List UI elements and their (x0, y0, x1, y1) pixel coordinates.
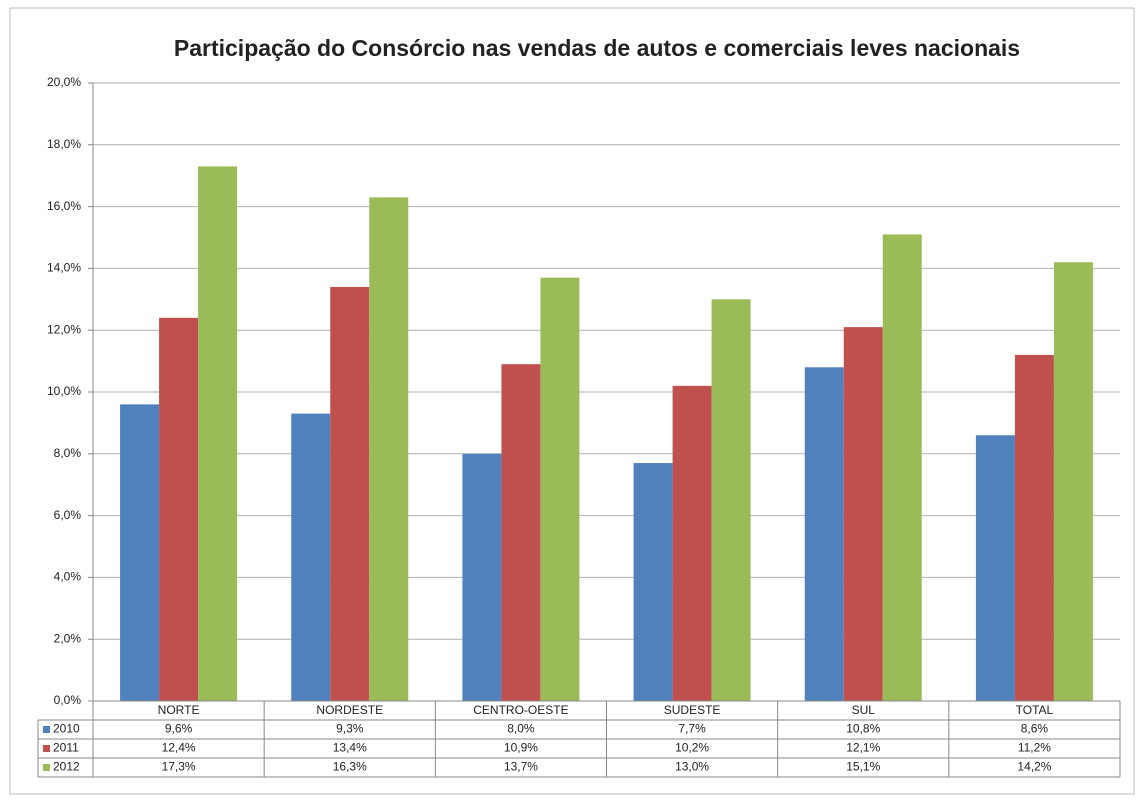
table-cell: 8,0% (507, 722, 535, 736)
y-tick-label: 14,0% (47, 261, 81, 275)
legend-label: 2012 (53, 760, 80, 774)
y-tick-label: 18,0% (47, 137, 81, 151)
table-cell: 12,4% (162, 741, 196, 755)
x-tick-label: SUL (852, 703, 876, 717)
legend-swatch (43, 726, 50, 733)
bar (501, 364, 541, 701)
table-cell: 9,6% (165, 722, 193, 736)
table-cell: 12,1% (846, 741, 880, 755)
table-cell: 7,7% (678, 722, 706, 736)
bar (159, 317, 199, 701)
bar (540, 277, 580, 701)
table-cell: 13,7% (504, 760, 538, 774)
bar (711, 299, 751, 701)
y-tick-label: 16,0% (47, 199, 81, 213)
bar (843, 327, 883, 701)
x-tick-label: NORDESTE (316, 703, 383, 717)
y-tick-label: 2,0% (54, 631, 82, 645)
bar (120, 404, 160, 701)
bar (1053, 262, 1093, 701)
legend-swatch (43, 764, 50, 771)
bar (369, 197, 409, 701)
bar (672, 385, 712, 701)
bar (291, 413, 331, 701)
table-cell: 10,9% (504, 741, 538, 755)
x-tick-label: NORTE (158, 703, 200, 717)
bar (882, 234, 922, 701)
chart-title: Participação do Consórcio nas vendas de … (174, 35, 1020, 61)
y-tick-label: 12,0% (47, 322, 81, 336)
table-cell: 13,0% (675, 760, 709, 774)
y-tick-label: 0,0% (54, 693, 82, 707)
table-cell: 10,8% (846, 722, 880, 736)
x-tick-label: SUDESTE (664, 703, 721, 717)
table-cell: 14,2% (1017, 760, 1051, 774)
table-cell: 11,2% (1018, 741, 1051, 755)
x-tick-label: TOTAL (1016, 703, 1054, 717)
bar (330, 286, 370, 701)
table-cell: 9,3% (336, 722, 364, 736)
table-cell: 17,3% (162, 760, 196, 774)
y-tick-label: 6,0% (54, 508, 82, 522)
table-cell: 16,3% (333, 760, 367, 774)
y-tick-label: 10,0% (47, 384, 81, 398)
table-cell: 15,1% (846, 760, 880, 774)
legend-label: 2010 (53, 722, 80, 736)
table-cell: 10,2% (675, 741, 709, 755)
bar (804, 367, 844, 701)
table-cell: 13,4% (333, 741, 367, 755)
y-tick-label: 8,0% (54, 446, 82, 460)
legend-swatch (43, 745, 50, 752)
table-cell: 8,6% (1021, 722, 1049, 736)
legend-label: 2011 (53, 741, 79, 755)
y-tick-label: 20,0% (47, 75, 81, 89)
x-tick-label: CENTRO-OESTE (473, 703, 568, 717)
bar (633, 463, 673, 701)
bar (462, 453, 502, 701)
y-tick-label: 4,0% (54, 570, 82, 584)
bar (1014, 354, 1054, 701)
bar (975, 435, 1015, 701)
bar (198, 166, 238, 701)
